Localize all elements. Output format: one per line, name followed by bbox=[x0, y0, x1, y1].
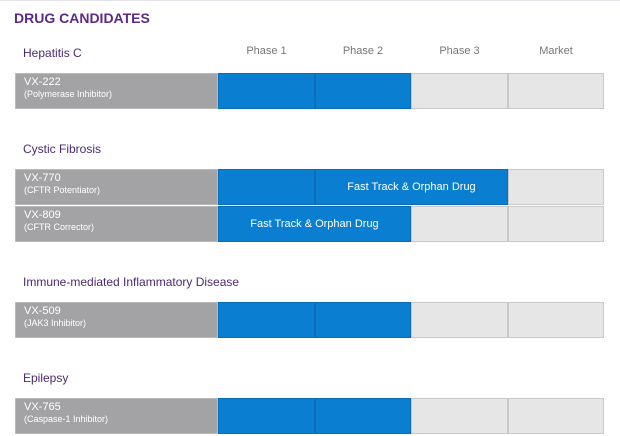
drug-name: VX-809 bbox=[24, 209, 61, 221]
empty-cell bbox=[508, 169, 604, 205]
progress-cell bbox=[218, 398, 315, 434]
group-name: Hepatitis C bbox=[23, 46, 82, 60]
drug-name: VX-509 bbox=[24, 305, 61, 317]
progress-cell bbox=[218, 302, 315, 338]
phase-header: Phase 2 bbox=[342, 45, 384, 57]
drug-label: VX-765 (Caspase-1 Inhibitor) bbox=[15, 398, 218, 434]
phase-header: Phase 1 bbox=[246, 45, 287, 57]
drug-desc: (CFTR Potentiator) bbox=[24, 185, 101, 195]
drug-name: VX-222 bbox=[24, 76, 61, 88]
empty-cell bbox=[411, 206, 508, 242]
group-name: Cystic Fibrosis bbox=[23, 142, 102, 156]
drug-note: Fast Track & Orphan Drug bbox=[218, 206, 411, 242]
drug-name: VX-765 bbox=[24, 401, 61, 413]
drug-label: VX-809 (CFTR Corrector) bbox=[15, 206, 218, 242]
empty-cell bbox=[411, 302, 508, 338]
drug-label: VX-509 (JAK3 Inhibitor) bbox=[15, 302, 218, 338]
progress-cell bbox=[218, 73, 315, 109]
empty-cell bbox=[508, 206, 604, 242]
empty-cell bbox=[411, 398, 508, 434]
drug-note: Fast Track & Orphan Drug bbox=[315, 169, 508, 205]
drug-desc: (JAK3 Inhibitor) bbox=[24, 318, 87, 328]
phase-header: Market bbox=[539, 45, 573, 57]
group-name: Immune-mediated Inflammatory Disease bbox=[23, 275, 240, 289]
empty-cell bbox=[508, 398, 604, 434]
title: DRUG CANDIDATES bbox=[14, 10, 150, 26]
empty-cell bbox=[508, 73, 604, 109]
drug-label: VX-222 (Polymerase Inhibitor) bbox=[15, 73, 218, 109]
group-name: Epilepsy bbox=[23, 371, 69, 385]
empty-cell bbox=[508, 302, 604, 338]
drug-name: VX-770 bbox=[24, 172, 61, 184]
progress-cell bbox=[315, 398, 411, 434]
drug-desc: (CFTR Corrector) bbox=[24, 222, 94, 232]
progress-cell bbox=[315, 73, 411, 109]
drug-label: VX-770 (CFTR Potentiator) bbox=[15, 169, 218, 205]
drug-desc: (Caspase-1 Inhibitor) bbox=[24, 414, 109, 424]
empty-cell bbox=[411, 73, 508, 109]
phase-header: Phase 3 bbox=[439, 45, 480, 57]
progress-cell bbox=[218, 169, 315, 205]
drug-desc: (Polymerase Inhibitor) bbox=[24, 89, 113, 99]
progress-cell bbox=[315, 302, 411, 338]
